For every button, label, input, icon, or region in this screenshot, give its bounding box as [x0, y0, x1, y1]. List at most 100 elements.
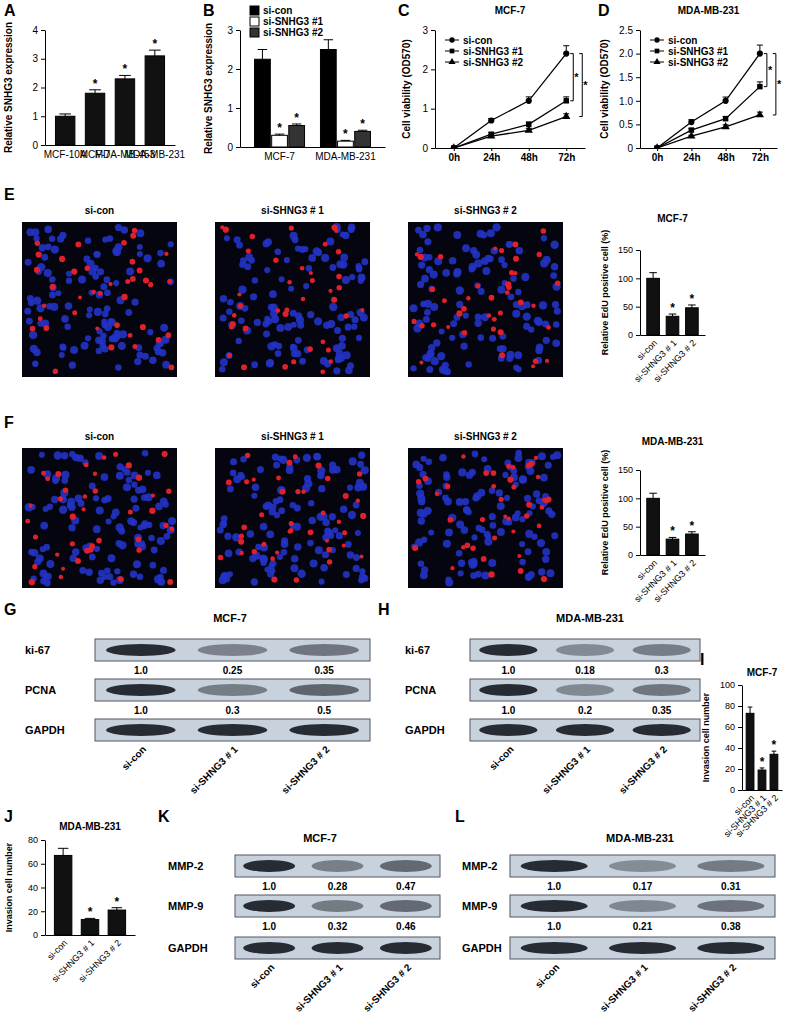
nucleus: [489, 335, 496, 342]
nucleus: [322, 551, 329, 558]
y-tick-mark: [636, 470, 640, 471]
band-value: 0.47: [396, 881, 416, 892]
edu-stain: [541, 228, 547, 234]
edu-stain: [270, 556, 275, 561]
y-tick-label: 0: [628, 550, 633, 560]
edu-stain: [429, 286, 435, 292]
nucleus: [233, 475, 241, 483]
nucleus: [421, 537, 427, 543]
nucleus: [420, 571, 428, 579]
x-axis: MCF-7MDA-MB-231: [241, 147, 386, 162]
x-tick-label: 0h: [448, 152, 460, 163]
edu-stain: [271, 576, 277, 582]
nucleus: [59, 506, 67, 514]
panel-letter: K: [158, 808, 170, 825]
nucleus: [306, 265, 313, 272]
nucleus: [151, 547, 158, 554]
edu-stain: [36, 251, 42, 257]
edu-stain: [96, 538, 102, 544]
y-tick: 1.5: [619, 72, 640, 83]
y-tick: 3: [32, 53, 45, 64]
bracket: [570, 54, 573, 101]
band: [697, 860, 764, 872]
nucleus: [496, 489, 503, 496]
nucleus: [434, 223, 442, 231]
edu-stain: [82, 507, 86, 511]
nucleus: [351, 324, 357, 330]
band-value: 0.3: [655, 665, 669, 676]
nucleus: [148, 535, 154, 541]
edu-stain: [70, 514, 76, 520]
nucleus: [463, 506, 470, 513]
blot-strip: [510, 855, 775, 877]
band-value: 1.0: [501, 665, 515, 676]
nucleus: [61, 477, 68, 484]
nucleus: [49, 284, 56, 291]
blot-background: [95, 679, 370, 701]
bar: [666, 316, 679, 335]
band-value: 0.31: [721, 881, 741, 892]
band: [289, 684, 359, 696]
band: [198, 684, 268, 696]
y-tick-label: 1: [32, 111, 38, 122]
nucleus: [81, 342, 89, 350]
band: [697, 942, 764, 954]
nucleus: [550, 241, 558, 249]
edu-stain: [503, 515, 507, 519]
x-tick: MDA-MB-231: [125, 145, 186, 160]
bar: [272, 135, 288, 147]
nucleus: [113, 280, 119, 286]
edu-stain: [499, 352, 505, 358]
edu-stain: [143, 278, 149, 284]
nucleus: [36, 555, 44, 563]
nucleus: [40, 522, 48, 530]
nucleus: [485, 534, 491, 540]
edu-stain: [229, 325, 233, 329]
nucleus: [553, 321, 560, 328]
y-axis: 01234: [32, 25, 45, 151]
y-tick-label: 1.5: [619, 72, 633, 83]
significance-mark: *: [93, 77, 98, 91]
edu-stain: [526, 502, 532, 508]
nucleus: [276, 324, 284, 332]
nucleus: [415, 227, 422, 234]
nucleus: [254, 319, 261, 326]
nucleus: [332, 527, 338, 533]
nucleus: [157, 250, 164, 257]
nucleus: [59, 343, 66, 350]
edu-stain: [95, 326, 99, 330]
nucleus: [131, 482, 137, 488]
nucleus: [273, 498, 280, 505]
legend-label: si-SNHG3 #1: [668, 46, 728, 57]
y-tick-mark: [431, 69, 435, 70]
y-axis-title: Cell viability (OD570): [401, 39, 412, 138]
nucleus: [418, 517, 426, 525]
y-tick-mark: [636, 30, 640, 31]
nucleus: [349, 274, 355, 280]
bar: [108, 910, 125, 935]
edu-stain: [33, 534, 38, 539]
nucleus: [79, 567, 86, 574]
y-tick: 150: [618, 465, 640, 475]
nucleus: [149, 562, 156, 569]
nucleus: [295, 246, 301, 252]
micrograph: [408, 448, 563, 588]
edu-stain: [462, 330, 467, 335]
edu-stain: [164, 252, 168, 256]
edu-stain: [356, 498, 360, 502]
band: [556, 684, 614, 696]
plot-marks: [450, 46, 571, 148]
y-tick-mark: [738, 790, 742, 791]
nucleus: [32, 361, 38, 367]
nucleus: [430, 303, 438, 311]
edu-stain: [70, 541, 75, 546]
nucleus: [85, 569, 92, 576]
nucleus: [424, 238, 431, 245]
y-tick-mark: [738, 748, 742, 749]
edu-stain: [245, 453, 250, 458]
nucleus: [227, 571, 233, 577]
blot-background: [95, 719, 370, 741]
marker: [757, 51, 763, 57]
band: [243, 942, 295, 954]
nucleus: [307, 311, 314, 318]
